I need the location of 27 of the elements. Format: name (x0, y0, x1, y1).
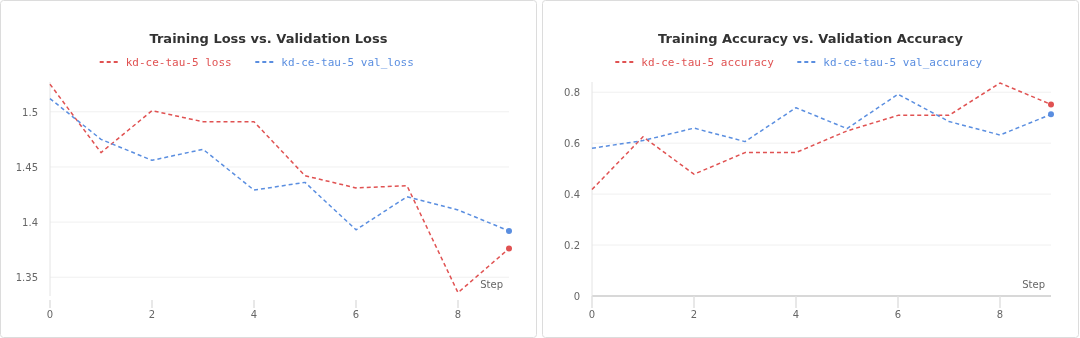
y-tick-label: 0 (573, 291, 580, 302)
x-tick-label: 6 (352, 309, 360, 320)
x-tick-label: 4 (250, 309, 258, 320)
x-tick-label: 8 (996, 309, 1004, 320)
legend-label: kd-ce-tau-5 val_accuracy (823, 56, 983, 69)
y-tick-label: 0.8 (564, 87, 580, 99)
legend-label: kd-ce-tau-5 accuracy (641, 56, 775, 69)
x-tick-label: 2 (148, 309, 156, 320)
x-tick-label: 2 (690, 309, 698, 320)
y-tick-label: 1.45 (15, 161, 38, 173)
x-tick-label: 8 (454, 309, 462, 320)
y-tick-label: 0.6 (564, 138, 580, 150)
x-tick-label: 6 (894, 309, 902, 320)
y-tick-label: 1.35 (15, 272, 38, 284)
y-tick-label: 0.2 (564, 240, 580, 252)
y-tick-label: 1.4 (22, 217, 38, 229)
chart-title: Training Loss vs. Validation Loss (149, 31, 388, 46)
x-axis-title: Step (480, 279, 503, 290)
legend-label: kd-ce-tau-5 loss (125, 56, 232, 69)
x-tick-label: 4 (792, 309, 800, 320)
x-tick-label: 0 (46, 309, 54, 320)
legend-label: kd-ce-tau-5 val_loss (281, 56, 414, 69)
x-axis-title: Step (1022, 279, 1045, 290)
y-tick-label: 1.5 (22, 106, 38, 118)
x-tick-label: 0 (588, 309, 596, 320)
y-tick-label: 0.4 (564, 189, 580, 201)
chart-title: Training Accuracy vs. Validation Accuracy (658, 31, 964, 46)
